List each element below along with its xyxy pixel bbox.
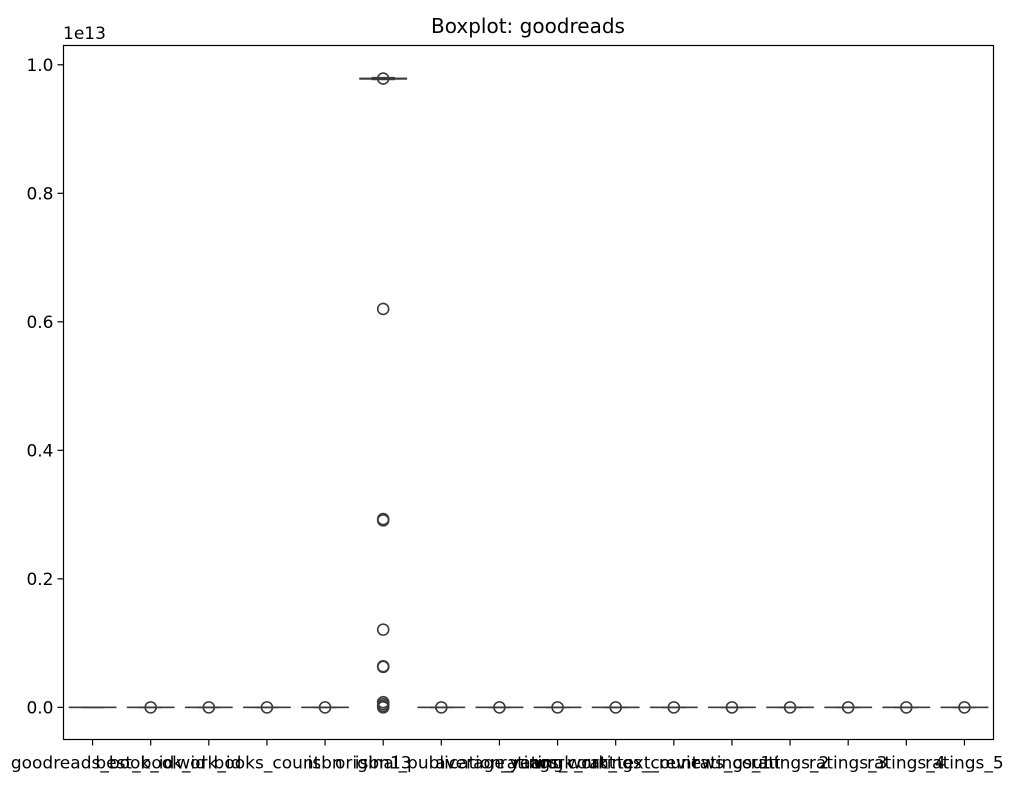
y-tick-label: 0.2 [26, 570, 53, 590]
y-tick-label: 1.0 [26, 56, 53, 76]
outlier-point [318, 701, 332, 714]
chart-title: Boxplot: goodreads [431, 14, 625, 38]
outlier-point [376, 514, 390, 527]
box-ratings-1 [707, 701, 756, 714]
box-best-book-id [126, 701, 175, 714]
outlier-point [493, 701, 506, 714]
y-tick-label: 0.8 [26, 184, 53, 204]
x-tick-label-isbn13: isbn13 [355, 754, 412, 774]
box-work-ratings-count [591, 701, 640, 714]
outlier-point [376, 660, 390, 674]
box-work-text-reviews-count [649, 701, 698, 714]
x-tick-label-isbn: isbn [307, 754, 342, 774]
y-tick-label: 0.0 [26, 698, 53, 718]
outlier-point [202, 701, 216, 714]
x-tick-label-goodreads-book-id: goodreads_book_id [11, 754, 174, 774]
x-tick-label-books-count: books_count [214, 754, 321, 774]
box-ratings-3 [824, 701, 873, 714]
box-original-publication-year [417, 701, 466, 714]
x-tick-label-ratings-1: ratings_1 [693, 754, 772, 774]
outlier-point [376, 701, 390, 714]
box-isbn13 [359, 72, 408, 714]
y-tick-label: 0.4 [26, 441, 53, 461]
x-axis: goodreads_book_idbest_book_idwork_idbook… [11, 739, 1004, 774]
box-ratings-count [533, 701, 582, 714]
outlier-point [783, 701, 797, 714]
x-tick-label-average-rating: average_rating [435, 754, 563, 774]
outlier-point [725, 701, 739, 714]
x-tick-label-ratings-4: ratings_4 [867, 754, 946, 774]
outlier-point [667, 701, 681, 714]
outlier-point [609, 701, 622, 714]
box-ratings-5 [940, 701, 989, 714]
x-tick-label-ratings-3: ratings_3 [809, 754, 888, 774]
outlier-point [260, 701, 274, 714]
outlier-point [376, 302, 390, 316]
box-isbn [301, 701, 350, 714]
x-tick-label-work-id: work_id [176, 754, 241, 774]
outlier-point [435, 701, 448, 714]
x-tick-label-original-publication-year: original_publication_year [335, 754, 548, 774]
x-tick-label-ratings-count: ratings_count [500, 754, 616, 774]
y-axis-offset-label: 1e13 [63, 24, 106, 44]
y-tick-label: 0.6 [26, 313, 53, 333]
box-average-rating [475, 701, 524, 714]
x-tick-label-ratings-5: ratings_5 [925, 754, 1004, 774]
outlier-point [376, 72, 390, 85]
box-ratings-2 [766, 701, 815, 714]
outlier-point [551, 701, 564, 714]
x-tick-label-ratings-2: ratings_2 [751, 754, 830, 774]
y-axis: 0.0 0.2 0.4 0.6 0.8 1.0 [26, 56, 64, 718]
x-tick-label-work-text-reviews-count: work_text_reviews_count [567, 754, 781, 774]
box-books-count [242, 701, 291, 714]
outlier-point [144, 701, 157, 714]
outlier-point [376, 623, 390, 636]
x-tick-label-work-ratings-count: work_ratings_count [533, 754, 699, 774]
outlier-point [900, 701, 913, 714]
box-work-id [184, 701, 233, 714]
plot-area [68, 72, 989, 714]
plot-frame [62, 44, 995, 741]
outlier-point [958, 701, 971, 714]
x-tick-label-best-book-id: best_book_id [95, 754, 206, 774]
box-ratings-4 [882, 701, 931, 714]
outlier-point [841, 701, 855, 714]
